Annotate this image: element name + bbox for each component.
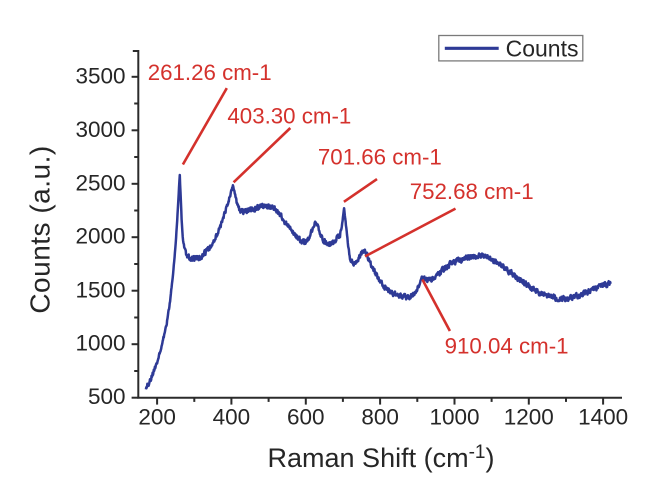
svg-text:Raman Shift (cm-1): Raman Shift (cm-1) bbox=[268, 442, 495, 473]
svg-text:1400: 1400 bbox=[578, 405, 628, 430]
svg-text:3500: 3500 bbox=[75, 63, 125, 88]
svg-text:2500: 2500 bbox=[75, 170, 125, 195]
svg-text:1500: 1500 bbox=[75, 277, 125, 302]
svg-text:Counts: Counts bbox=[506, 35, 579, 61]
svg-text:400: 400 bbox=[213, 405, 251, 430]
svg-text:403.30 cm-1: 403.30 cm-1 bbox=[227, 103, 351, 128]
svg-text:261.26 cm-1: 261.26 cm-1 bbox=[148, 60, 272, 85]
svg-text:200: 200 bbox=[138, 405, 176, 430]
svg-text:1000: 1000 bbox=[429, 405, 479, 430]
svg-text:2000: 2000 bbox=[75, 223, 125, 248]
svg-text:1200: 1200 bbox=[504, 405, 554, 430]
svg-text:600: 600 bbox=[287, 405, 325, 430]
svg-text:752.68 cm-1: 752.68 cm-1 bbox=[410, 179, 534, 204]
svg-text:3000: 3000 bbox=[75, 117, 125, 142]
svg-text:701.66 cm-1: 701.66 cm-1 bbox=[318, 145, 442, 170]
svg-text:1000: 1000 bbox=[75, 331, 125, 356]
svg-text:800: 800 bbox=[361, 405, 399, 430]
svg-text:Counts (a.u.): Counts (a.u.) bbox=[25, 145, 56, 313]
svg-text:500: 500 bbox=[88, 384, 126, 409]
svg-text:910.04 cm-1: 910.04 cm-1 bbox=[445, 334, 569, 359]
